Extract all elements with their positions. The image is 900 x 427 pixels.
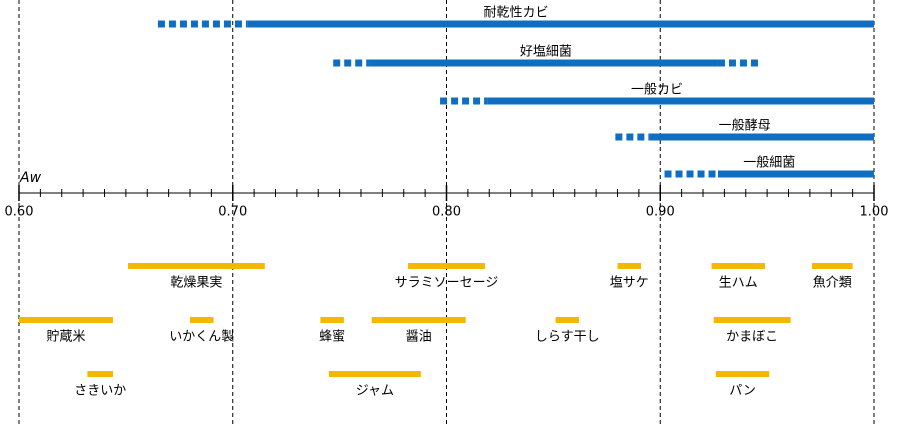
food-range bbox=[408, 263, 485, 269]
x-tick-label: 0.90 bbox=[646, 205, 675, 220]
food-label: さきいか bbox=[74, 384, 126, 399]
food-label: 生ハム bbox=[719, 276, 758, 291]
food-range bbox=[328, 371, 421, 377]
microbe-label: 一般酵母 bbox=[719, 118, 771, 134]
x-tick-label: 0.70 bbox=[218, 205, 247, 220]
food-label: 貯蔵米 bbox=[47, 330, 86, 345]
microbe-label: 一般カビ bbox=[631, 82, 683, 98]
food-range bbox=[87, 371, 114, 377]
microbe-label: 一般細菌 bbox=[743, 155, 795, 171]
food-range bbox=[371, 317, 466, 323]
food-label: いかくん製 bbox=[169, 330, 234, 345]
food-label: 魚介類 bbox=[813, 276, 852, 291]
food-label: 醤油 bbox=[406, 330, 432, 345]
food-label: かまぼこ bbox=[726, 330, 778, 345]
food-range bbox=[617, 263, 642, 269]
food-range bbox=[713, 317, 791, 323]
food-label: ジャム bbox=[356, 384, 394, 399]
food-range bbox=[320, 317, 344, 323]
x-tick-label: 0.60 bbox=[5, 205, 34, 220]
food-label: 乾燥果実 bbox=[170, 275, 222, 291]
x-tick-label: 0.80 bbox=[432, 205, 461, 220]
food-range bbox=[555, 317, 580, 323]
axis-label: Aw bbox=[19, 170, 42, 186]
food-range bbox=[128, 263, 265, 269]
food-label: しらす干し bbox=[535, 330, 600, 345]
food-label: 塩サケ bbox=[610, 276, 649, 291]
x-tick-label: 1.00 bbox=[860, 205, 889, 220]
food-range bbox=[715, 371, 770, 377]
microbe-label: 耐乾性カビ bbox=[483, 6, 548, 21]
food-label: サラミソーセージ bbox=[395, 276, 499, 291]
food-label: パン bbox=[729, 384, 756, 399]
food-label: 蜂蜜 bbox=[319, 330, 345, 345]
food-range bbox=[812, 263, 853, 269]
food-range bbox=[711, 263, 765, 269]
food-range bbox=[19, 317, 114, 323]
microbe-label: 好塩細菌 bbox=[520, 45, 572, 60]
food-range bbox=[190, 317, 214, 323]
